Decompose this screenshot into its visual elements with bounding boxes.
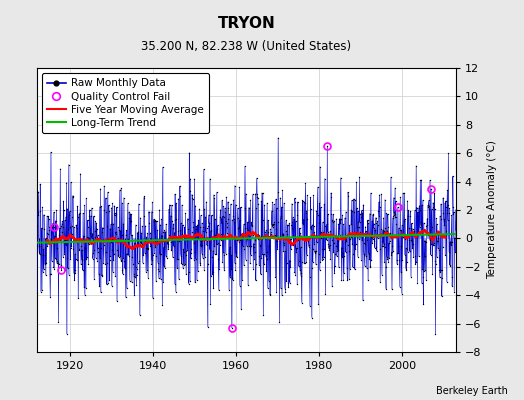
Text: TRYON: TRYON xyxy=(217,16,275,31)
Y-axis label: Temperature Anomaly (°C): Temperature Anomaly (°C) xyxy=(487,140,497,280)
Legend: Raw Monthly Data, Quality Control Fail, Five Year Moving Average, Long-Term Tren: Raw Monthly Data, Quality Control Fail, … xyxy=(42,73,209,133)
Text: Berkeley Earth: Berkeley Earth xyxy=(436,386,508,396)
Text: 35.200 N, 82.238 W (United States): 35.200 N, 82.238 W (United States) xyxy=(141,40,352,53)
